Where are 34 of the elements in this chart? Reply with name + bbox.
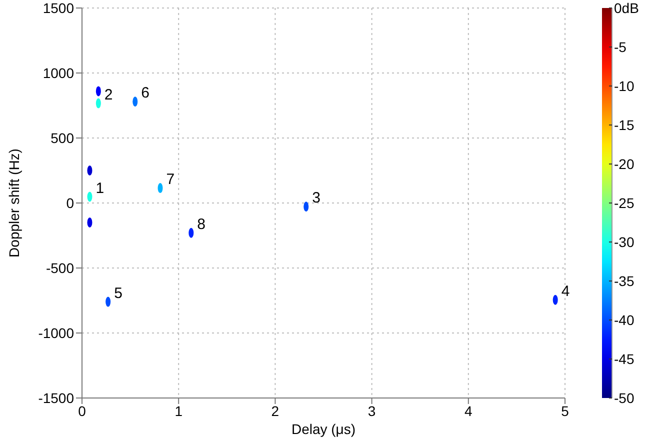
annotation: 3 — [312, 190, 320, 207]
x-axis-title: Delay (μs) — [291, 421, 356, 437]
color-bar-label: -35 — [614, 272, 634, 289]
y-tick-label: 0 — [66, 194, 74, 211]
x-tick-label: 3 — [368, 402, 376, 419]
x-tick-label: 1 — [174, 402, 183, 419]
color-bar-label: -45 — [614, 350, 634, 367]
color-bar-label: -30 — [614, 234, 634, 250]
x-tick-label: 0 — [78, 402, 86, 419]
color-bar-label: -15 — [614, 116, 634, 133]
color-bar-label: -40 — [614, 312, 634, 328]
annotation: 2 — [104, 86, 113, 104]
color-bar-label: -25 — [614, 194, 634, 211]
color-bar-label: -5 — [614, 38, 627, 55]
color-bar-label: -10 — [614, 78, 634, 94]
y-tick-label: -500 — [46, 260, 74, 276]
y-axis-title: Doppler shift (Hz) — [6, 148, 22, 258]
annotation: 1 — [96, 180, 104, 197]
annotation: 6 — [141, 84, 150, 102]
annotation: 5 — [114, 284, 122, 302]
x-tick-label: 5 — [561, 402, 570, 419]
x-tick-label: 4 — [464, 402, 472, 419]
y-tick-label: 1000 — [42, 64, 74, 81]
color-bar-label: -20 — [614, 156, 634, 172]
color-bar-label: -50 — [614, 390, 634, 406]
annotation: 7 — [166, 171, 175, 188]
annotation: 8 — [197, 216, 206, 233]
y-tick-label: 500 — [50, 130, 74, 146]
y-tick-label: -1000 — [38, 324, 74, 341]
y-tick-label: 1500 — [42, 0, 74, 16]
annotation: 4 — [561, 282, 570, 300]
y-tick-label: -1500 — [38, 390, 74, 406]
x-tick-label: 2 — [271, 402, 280, 419]
color-bar-title: dB — [622, 0, 639, 16]
